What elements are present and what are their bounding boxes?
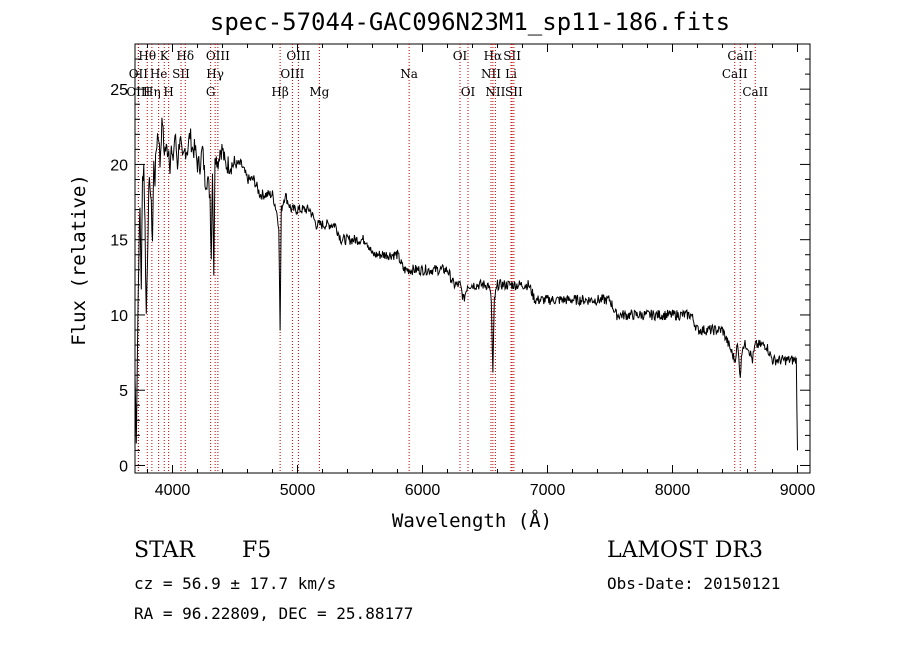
line-label: SII xyxy=(505,85,523,99)
line-label: Hα xyxy=(484,49,503,63)
y-tick-label: 0 xyxy=(119,458,128,475)
x-tick-label: 6000 xyxy=(405,482,441,499)
y-tick-label: 15 xyxy=(110,233,128,250)
line-label: OIII xyxy=(280,67,304,81)
line-label: OI xyxy=(453,49,468,63)
line-label: CaII xyxy=(727,49,753,63)
line-label: G xyxy=(206,85,216,99)
x-tick-label: 4000 xyxy=(155,482,191,499)
y-tick-label: 25 xyxy=(110,82,128,99)
line-label: OIII xyxy=(206,49,230,63)
x-tick-label: 9000 xyxy=(780,482,816,499)
object-class: STAR xyxy=(134,538,195,563)
line-label: Li xyxy=(505,67,517,81)
line-label: He xyxy=(150,67,168,81)
line-label: OIII xyxy=(286,49,310,63)
line-label: Hδ xyxy=(176,49,194,63)
line-label: SII xyxy=(172,67,190,81)
chart-title: spec-57044-GAC096N23M1_sp11-186.fits xyxy=(209,8,731,36)
y-tick-label: 20 xyxy=(110,157,128,174)
survey-name: LAMOST DR3 xyxy=(607,538,763,563)
obs-date: Obs-Date: 20150121 xyxy=(607,574,781,593)
line-label: CaII xyxy=(742,85,768,99)
x-tick-label: 7000 xyxy=(530,482,566,499)
spectrum-line xyxy=(134,117,798,451)
x-axis-label: Wavelength (Å) xyxy=(391,510,553,532)
line-label: CaII xyxy=(722,67,748,81)
line-label: Na xyxy=(400,67,418,81)
y-axis-label: Flux (relative) xyxy=(68,174,90,346)
x-tick-label: 8000 xyxy=(655,482,691,499)
redshift-readout: cz = 56.9 ± 17.7 km/s xyxy=(134,574,337,593)
line-label: OIII xyxy=(126,85,150,99)
line-label: Mg xyxy=(309,85,329,99)
line-label: NII xyxy=(485,85,505,99)
line-label: Hβ xyxy=(271,85,288,99)
line-label: NII xyxy=(481,67,501,81)
y-tick-label: 10 xyxy=(110,308,128,325)
coordinates: RA = 96.22809, DEC = 25.88177 xyxy=(134,604,414,623)
line-label: Hγ xyxy=(206,67,224,81)
object-subclass: F5 xyxy=(242,538,272,563)
line-label: Hθ xyxy=(138,49,156,63)
line-label: K xyxy=(160,49,170,63)
line-label: H xyxy=(163,85,173,99)
y-tick-label: 5 xyxy=(119,383,128,400)
line-label: SII xyxy=(503,49,521,63)
plot-frame xyxy=(134,43,811,474)
line-label: Hη xyxy=(143,85,161,99)
x-tick-label: 5000 xyxy=(280,482,316,499)
line-label: OI xyxy=(461,85,476,99)
